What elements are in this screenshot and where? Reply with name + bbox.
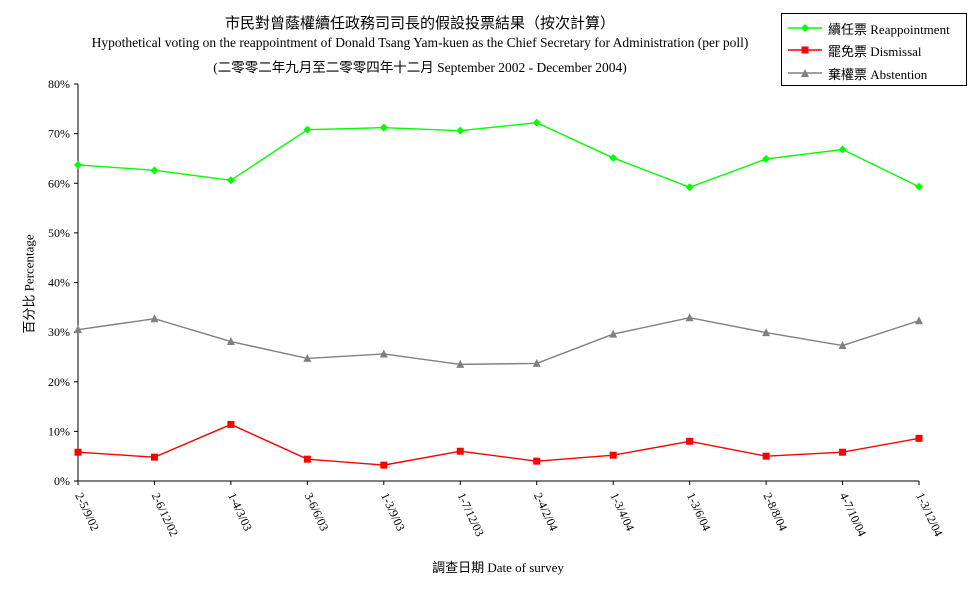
data-point-abstention: [609, 329, 618, 338]
data-point-dismissal: [839, 448, 847, 456]
legend-item-abstention: 棄權票 Abstention: [788, 63, 927, 83]
y-tick-label: 50%: [48, 226, 70, 240]
data-point-dismissal: [303, 455, 311, 463]
data-point-reappointment: [150, 166, 159, 175]
data-point-abstention: [762, 328, 771, 337]
data-point-abstention: [226, 337, 235, 346]
legend-swatch-dismissal: [788, 46, 822, 54]
data-point-reappointment: [762, 154, 771, 163]
data-point-abstention: [838, 341, 847, 350]
y-tick-label: 70%: [48, 127, 70, 141]
series-line-diamond: [77, 121, 920, 188]
data-point-reappointment: [379, 123, 388, 132]
y-tick-label: 10%: [48, 424, 70, 438]
data-point-dismissal: [609, 451, 617, 459]
data-point-abstention: [456, 359, 465, 368]
data-point-dismissal: [915, 434, 923, 442]
legend-label-abstention: 棄權票 Abstention: [828, 66, 928, 82]
data-point-reappointment: [226, 176, 235, 185]
x-tick-label: 1-3/4/04: [607, 490, 637, 533]
data-point-abstention: [74, 325, 82, 334]
y-tick-label: 40%: [48, 276, 70, 290]
data-point-abstention: [150, 314, 159, 323]
series-line-square: [77, 423, 920, 466]
data-point-reappointment: [915, 182, 923, 191]
x-tick-label: 1-3/12/04: [913, 490, 945, 538]
data-point-abstention: [915, 316, 923, 325]
data-point-dismissal: [762, 452, 770, 460]
data-point-reappointment: [838, 145, 847, 154]
legend: 續任票 Reappointment 罷免票 Dismissal 棄權票 Abst…: [781, 13, 967, 86]
legend-item-reappointment: 續任票 Reappointment: [788, 18, 950, 38]
x-tick-label: 2-6/12/02: [149, 490, 181, 538]
x-tick-label: 2-4/2/04: [531, 490, 561, 533]
axes: 0% 10% 20% 30% 40% 50% 60% 70% 80% 2-5/9/02 2-6/12…: [48, 77, 946, 539]
data-point-abstention: [303, 353, 312, 362]
data-point-reappointment: [74, 160, 82, 169]
x-tick-label: 2-8/8/04: [760, 490, 790, 533]
data-point-reappointment: [685, 183, 694, 192]
x-tick-label: 4-7/10/04: [837, 490, 869, 538]
data-point-abstention: [379, 349, 388, 358]
x-tick-label: 1-4/3/03: [225, 490, 255, 533]
x-tick-label: 1-3/6/04: [684, 490, 714, 533]
series-lines: [77, 121, 920, 466]
data-point-dismissal: [380, 461, 388, 469]
chart-title: 市民對曾蔭權續任政務司司長的假設投票結果（按次計算）: [224, 16, 615, 32]
data-point-abstention: [685, 313, 694, 322]
data-point-reappointment: [456, 126, 465, 135]
data-point-dismissal: [456, 447, 464, 455]
data-point-dismissal: [533, 457, 541, 465]
y-tick-label: 0%: [54, 474, 70, 488]
chart-subtitle-date-range: (二零零二年九月至二零零四年十二月 September 2002 - Decem…: [213, 60, 627, 75]
data-point-reappointment: [609, 153, 618, 162]
x-tick-label: 3-6/6/03: [302, 490, 332, 533]
data-point-dismissal: [227, 420, 235, 428]
y-axis-label: 百分比 Percentage: [21, 234, 37, 334]
legend-item-dismissal: 罷免票 Dismissal: [788, 40, 922, 60]
legend-swatch-reappointment: [788, 24, 822, 32]
legend-label-dismissal: 罷免票 Dismissal: [828, 43, 922, 59]
legend-label-reappointment: 續任票 Reappointment: [828, 21, 950, 37]
data-point-dismissal: [686, 437, 694, 445]
x-axis-label: 調查日期 Date of survey: [432, 560, 564, 575]
data-point-abstention: [532, 358, 541, 367]
data-point-dismissal: [150, 453, 158, 461]
data-points: [74, 118, 923, 469]
x-tick-label: 1-7/12/03: [455, 490, 487, 538]
chart-subtitle: Hypothetical voting on the reappointment…: [91, 35, 749, 50]
data-point-dismissal: [74, 448, 82, 456]
series-line-triangle: [77, 317, 920, 366]
y-tick-label: 20%: [48, 375, 70, 389]
y-tick-label: 60%: [48, 176, 70, 190]
data-point-reappointment: [532, 118, 541, 127]
y-tick-label: 30%: [48, 325, 70, 339]
x-tick-label: 2-5/9/02: [72, 490, 102, 533]
x-tick-label: 1-3/9/03: [378, 490, 408, 533]
legend-swatch-abstention: [788, 69, 822, 77]
y-tick-label: 80%: [48, 77, 70, 91]
data-point-reappointment: [303, 125, 312, 134]
